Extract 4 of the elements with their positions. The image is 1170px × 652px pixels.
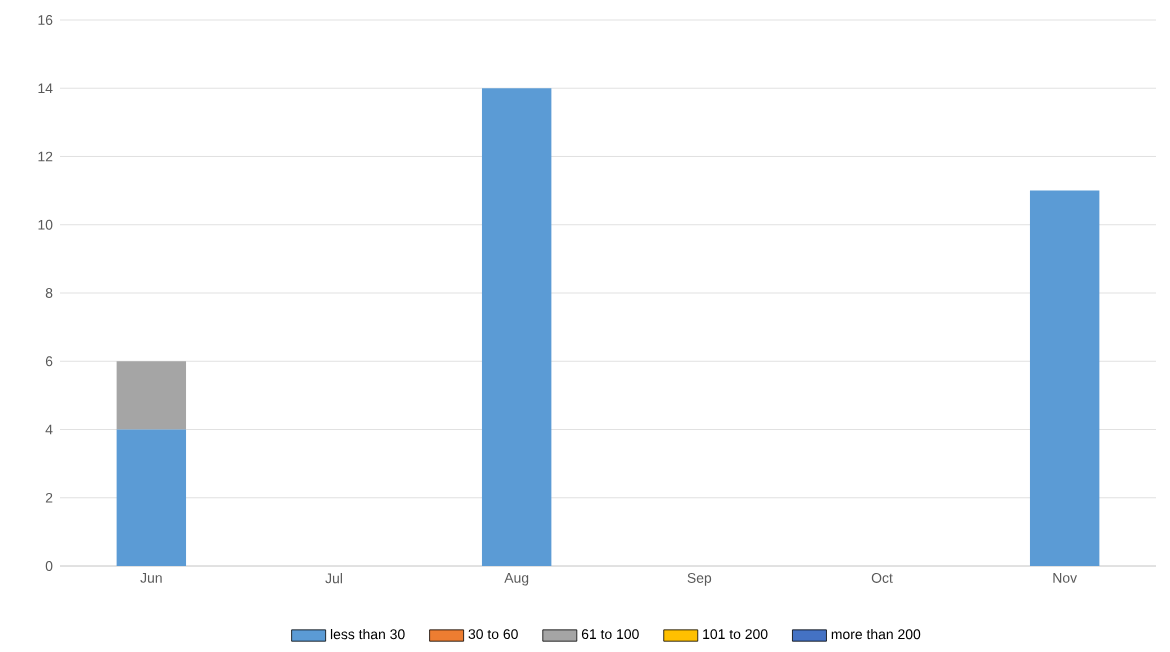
bar xyxy=(116,429,187,566)
bar xyxy=(1029,190,1100,566)
bar xyxy=(481,88,552,566)
bar xyxy=(116,361,187,430)
